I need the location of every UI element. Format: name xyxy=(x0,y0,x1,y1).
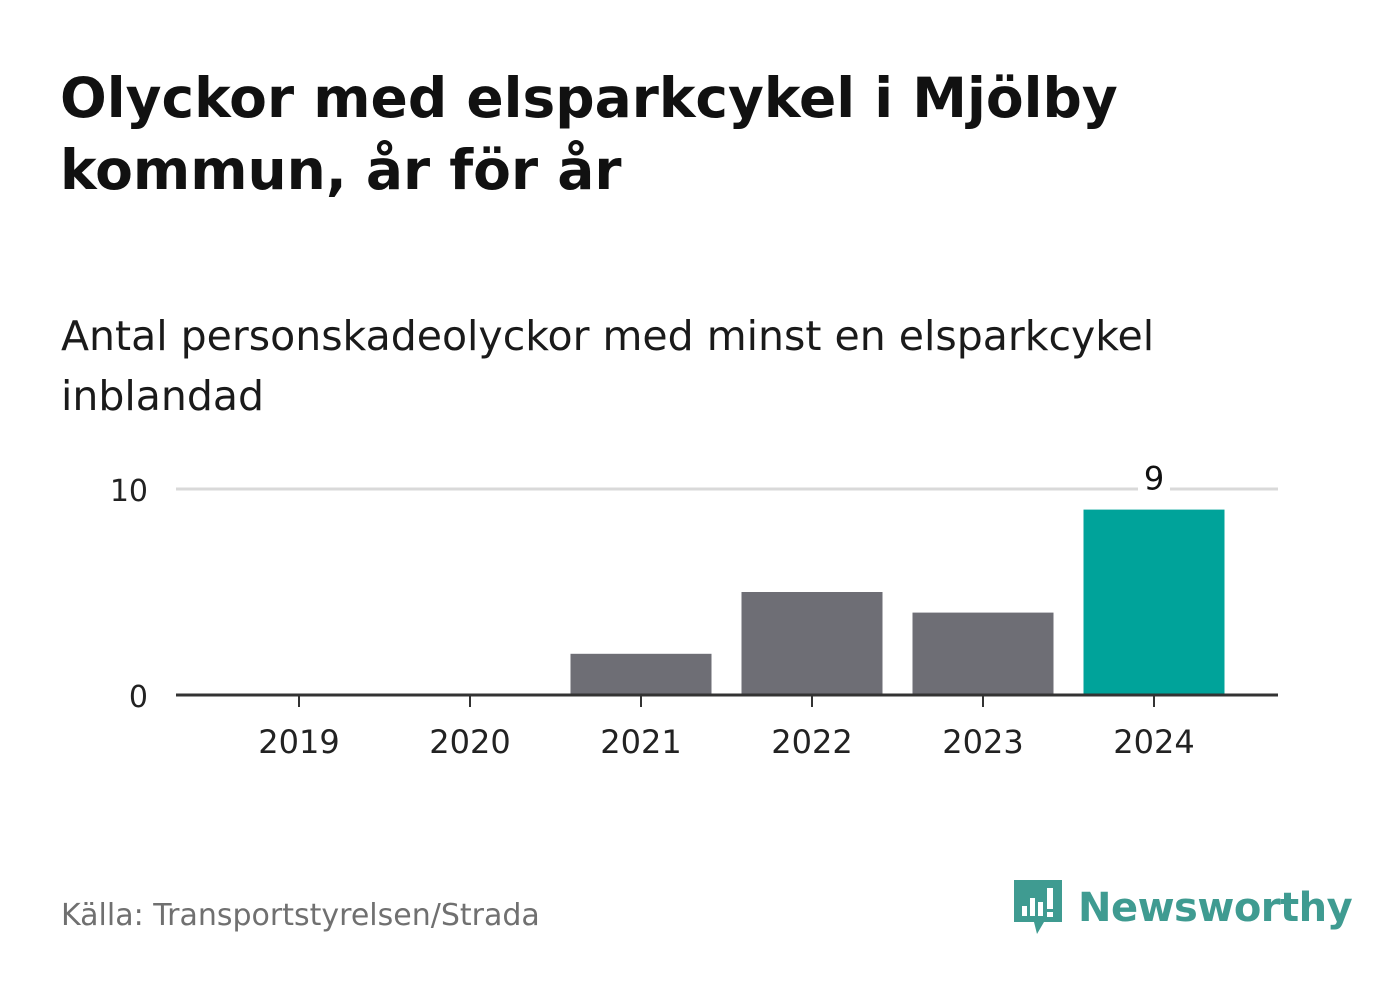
x-tick-label: 2022 xyxy=(771,723,852,761)
bar xyxy=(912,612,1054,695)
newsworthy-logo-icon xyxy=(1014,880,1062,934)
data-label-background xyxy=(1138,457,1170,498)
bar xyxy=(1083,509,1225,695)
chart-title: Olyckor med elsparkcykel i Mjölby kommun… xyxy=(60,66,1118,202)
y-tick-label: 0 xyxy=(129,680,148,715)
y-tick-label: 10 xyxy=(110,474,148,509)
x-tick-label: 2023 xyxy=(942,723,1023,761)
chart-subtitle: Antal personskadeolyckor med minst en el… xyxy=(61,312,1155,420)
x-tick-label: 2024 xyxy=(1113,723,1194,761)
bar xyxy=(570,653,712,695)
brand-name: Newsworthy xyxy=(1078,885,1353,931)
bar xyxy=(741,592,883,695)
data-label: 9 xyxy=(1144,460,1164,498)
x-tick-label: 2021 xyxy=(600,723,681,761)
brand-logo[interactable]: Newsworthy xyxy=(1012,878,1353,938)
source-note: Källa: Transportstyrelsen/Strada xyxy=(61,898,540,933)
x-tick-label: 2020 xyxy=(429,723,510,761)
x-tick-label: 2019 xyxy=(258,723,339,761)
